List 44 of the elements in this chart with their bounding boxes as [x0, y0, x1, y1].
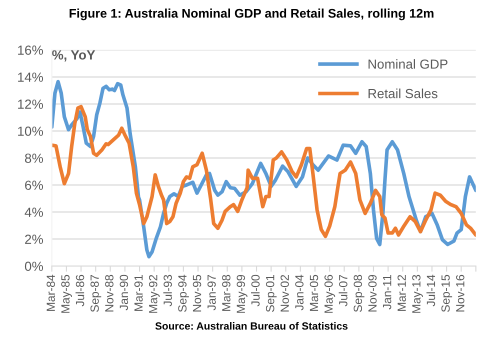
x-tick-label: Mar-05	[310, 274, 318, 311]
y-tick-label: 2%	[25, 234, 44, 244]
x-tick-label: May-92	[148, 275, 160, 313]
x-tick-label: Jan-97	[207, 275, 216, 310]
x-tick-label: Jan-11	[383, 274, 392, 310]
x-tick-label: Nov-16	[456, 274, 464, 312]
x-tick-label: May-85	[61, 274, 72, 313]
y-tick-label: 14%	[18, 72, 44, 82]
x-tick-label: Jul-07	[338, 275, 348, 306]
y-tick-label: 4%	[24, 208, 44, 217]
x-tick-label: Nov-95	[192, 274, 202, 312]
x-tick-label: Jul-00	[251, 274, 260, 306]
x-tick-label: May-13	[412, 274, 423, 313]
x-tick-label: Jul-93	[163, 274, 172, 306]
x-tick-label: Jul-14	[426, 274, 436, 306]
x-tick-label: Sep-94	[178, 274, 189, 312]
x-tick-label: Sep-01	[266, 274, 277, 312]
x-tick-label: Nov-09	[368, 274, 377, 312]
x-tick-label: Sep-15	[441, 274, 452, 312]
x-tick-label: Sep-87	[90, 275, 102, 312]
x-tick-label: Nov-02	[280, 275, 289, 312]
legend-label: Retail Sales	[368, 88, 438, 98]
x-tick-label: Jan-90	[120, 274, 128, 310]
x-tick-label: Mar-12	[398, 275, 406, 311]
x-tick-label: Mar-91	[134, 274, 143, 311]
chart-title: Figure 1: Australia Nominal GDP and Retail Sales, rolling 12m	[70, 8, 434, 20]
legend-label: Nominal GDP	[368, 59, 448, 69]
y-tick-label: 6%	[25, 180, 44, 190]
y-tick-label: 8%	[24, 154, 44, 163]
y-axis-title: %, YoY	[52, 50, 96, 62]
x-tick-label: Nov-88	[105, 274, 114, 312]
x-tick-label: Sep-08	[354, 274, 364, 312]
source-note: Source: Australian Bureau of Statistics	[155, 322, 348, 330]
line-series	[52, 104, 476, 238]
y-tick-label: 10%	[18, 126, 44, 136]
x-tick-label: Jan-04	[295, 274, 304, 310]
x-tick-label: May-99	[236, 274, 248, 313]
y-tick-label: 0%	[24, 262, 44, 271]
x-tick-label: Mar-98	[222, 274, 230, 311]
y-tick-label: 12%	[18, 100, 44, 109]
y-tick-label: 16%	[18, 46, 44, 55]
x-tick-label: May-06	[324, 274, 336, 313]
x-tick-label: Jul-86	[76, 274, 84, 306]
x-tick-label: Mar-84	[46, 274, 55, 311]
